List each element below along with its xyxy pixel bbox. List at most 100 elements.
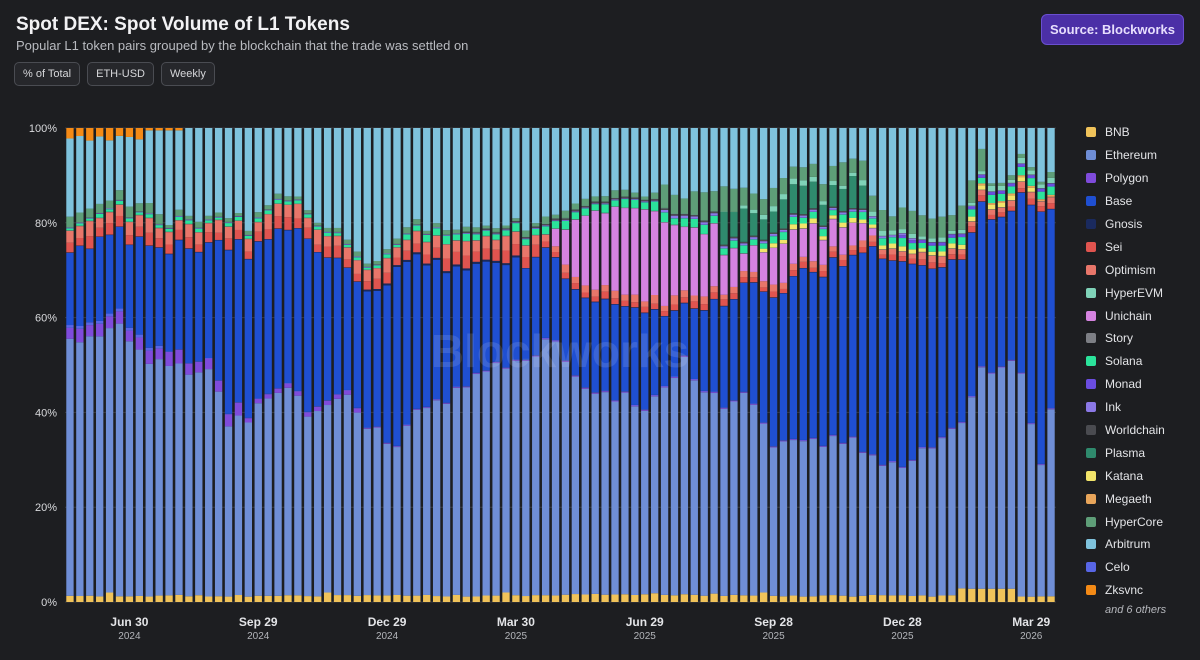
legend-item-hyperevm[interactable]: HyperEVM — [1086, 281, 1196, 304]
bar-segment-polygon — [591, 392, 599, 394]
bar-segment-gnosis — [383, 283, 391, 286]
bar-segment-base — [938, 267, 946, 437]
bar-segment-sei — [690, 301, 698, 309]
bars[interactable] — [66, 128, 1055, 602]
bar-segment-bnb — [621, 594, 629, 602]
y-tick-label: 0% — [41, 597, 57, 609]
bar-segment-optimism — [314, 229, 322, 245]
bar-segment-sei — [502, 250, 510, 264]
legend-item-arbitrum[interactable]: Arbitrum — [1086, 533, 1196, 556]
bar-segment-celo — [76, 326, 84, 329]
legend-item-celo[interactable]: Celo — [1086, 556, 1196, 579]
bar-segment-polygon — [314, 406, 322, 412]
x-tick-label: Sep 28 — [754, 615, 793, 629]
bar-segment-polygon — [551, 340, 560, 342]
bar-segment-arbitrum — [978, 128, 986, 149]
bar-segment-solana — [680, 218, 689, 227]
legend-item-katana[interactable]: Katana — [1086, 464, 1196, 487]
bar-segment-optimism — [413, 231, 421, 244]
interval-selector-button[interactable]: Weekly — [161, 62, 215, 86]
bar-segment-zksvnc — [66, 128, 74, 139]
bar-segment-hypercore — [779, 178, 788, 195]
bar-segment-story — [621, 207, 629, 209]
bar-segment-hypercore — [789, 166, 798, 179]
bar-segment-ethereum — [611, 401, 619, 595]
bar-segment-ink — [740, 243, 748, 246]
bar-segment-base — [710, 299, 718, 392]
bar-segment-sei — [859, 247, 867, 253]
bar-segment-hypercore — [323, 227, 332, 232]
legend-item-megaeth[interactable]: Megaeth — [1086, 487, 1196, 510]
legend-item-monad[interactable]: Monad — [1086, 373, 1196, 396]
legend-item-sei[interactable]: Sei — [1086, 235, 1196, 258]
bar-segment-solana — [66, 228, 74, 231]
bar-segment-ethereum — [809, 439, 817, 597]
bar-segment-bnb — [948, 595, 956, 602]
bar-segment-worldchain — [611, 197, 619, 200]
legend-item-ethereum[interactable]: Ethereum — [1086, 144, 1196, 167]
legend-swatch — [1086, 310, 1096, 321]
bar-segment-katana — [789, 224, 798, 230]
bar-segment-sei — [353, 273, 362, 282]
bar-segment-plasma — [799, 185, 807, 215]
legend-label: Zksvnc — [1105, 583, 1144, 598]
bar-segment-hypercore — [611, 190, 619, 198]
bar-segment-solana — [978, 177, 986, 184]
bar-segment-optimism — [323, 236, 332, 247]
legend-item-base[interactable]: Base — [1086, 190, 1196, 213]
bar-segment-sei — [175, 229, 183, 240]
bar-segment-arbitrum — [601, 128, 609, 197]
bar-segment-solana — [224, 223, 233, 227]
bar-segment-ethereum — [195, 372, 203, 596]
bar-segment-solana — [284, 201, 292, 205]
bar-segment-ethereum — [393, 447, 401, 595]
legend-item-zksvnc[interactable]: Zksvnc — [1086, 579, 1196, 602]
bar-segment-hypercore — [373, 261, 381, 265]
bar-segment-sei — [829, 251, 837, 258]
bar-segment-hyperevm — [819, 201, 827, 205]
bar-segment-ink — [641, 201, 649, 203]
bar-segment-polygon — [670, 377, 679, 379]
bar-segment-worldchain — [561, 218, 570, 220]
bar-segment-base — [234, 239, 243, 403]
bar-segment-ethereum — [383, 443, 391, 596]
legend-item-polygon[interactable]: Polygon — [1086, 167, 1196, 190]
legend-item-worldchain[interactable]: Worldchain — [1086, 419, 1196, 442]
legend-item-plasma[interactable]: Plasma — [1086, 441, 1196, 464]
bar-segment-solana — [135, 212, 143, 215]
legend-item-story[interactable]: Story — [1086, 327, 1196, 350]
metric-toggle-button[interactable]: % of Total — [14, 62, 81, 86]
bar-segment-worldchain — [641, 199, 649, 202]
legend-item-hypercore[interactable]: HyperCore — [1086, 510, 1196, 533]
bar-segment-base — [195, 252, 203, 362]
bar-segment-sei — [819, 271, 827, 277]
bar-segment-ink — [799, 215, 807, 218]
bar-segment-hyperevm — [1037, 184, 1045, 189]
source-badge[interactable]: Source: Blockworks — [1041, 14, 1184, 45]
legend-item-bnb[interactable]: BNB — [1086, 121, 1196, 144]
bar-segment-arbitrum — [393, 128, 401, 239]
legend-item-optimism[interactable]: Optimism — [1086, 258, 1196, 281]
legend-item-solana[interactable]: Solana — [1086, 350, 1196, 373]
bar-segment-arbitrum — [185, 128, 193, 216]
bar-segment-story — [561, 229, 570, 230]
bar-segment-polygon — [393, 446, 401, 448]
legend-item-ink[interactable]: Ink — [1086, 396, 1196, 419]
bar-segment-hypercore — [403, 227, 411, 234]
bar-segment-base — [997, 217, 1006, 367]
bar-segment-optimism — [670, 295, 679, 305]
bar-segment-base — [730, 299, 738, 401]
bar-segment-solana — [759, 243, 768, 249]
bar-segment-sei — [264, 229, 272, 240]
legend-item-unichain[interactable]: Unichain — [1086, 304, 1196, 327]
bar-segment-bnb — [849, 596, 857, 602]
pair-selector-button[interactable]: ETH-USD — [87, 62, 154, 86]
bar-segment-unichain — [839, 227, 847, 255]
bar-segment-base — [254, 241, 262, 399]
bar-segment-monad — [1017, 164, 1025, 167]
bar-segment-unichain — [551, 228, 560, 247]
bar-segment-polygon — [948, 428, 956, 429]
legend-item-gnosis[interactable]: Gnosis — [1086, 213, 1196, 236]
legend-more-label[interactable]: and 6 others — [1105, 603, 1167, 616]
bar-segment-bnb — [898, 595, 907, 602]
